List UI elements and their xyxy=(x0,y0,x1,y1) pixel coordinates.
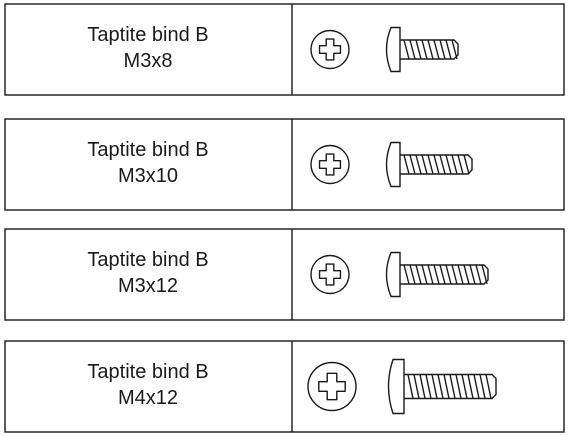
phillips-cross xyxy=(318,372,346,401)
phillips-cross xyxy=(318,38,342,61)
thread-line xyxy=(451,154,458,175)
screw-row: Taptite bind B M3x12 xyxy=(4,228,565,321)
thread-line xyxy=(479,374,486,399)
screw-head-top xyxy=(310,144,350,185)
screw-row: Taptite bind B M3x8 xyxy=(4,3,565,96)
thread-line xyxy=(421,264,428,285)
thread-line xyxy=(427,154,434,175)
phillips-cross xyxy=(318,153,342,176)
thread-line xyxy=(451,264,458,285)
screw-name: Taptite bind B xyxy=(87,361,208,383)
thread-line xyxy=(473,374,480,399)
thread-line xyxy=(437,374,444,399)
screw-head-side xyxy=(385,141,401,188)
thread-line xyxy=(427,264,434,285)
thread-line xyxy=(413,374,420,399)
screw-head-side xyxy=(387,358,405,415)
screw-size: M3x10 xyxy=(118,165,178,187)
thread-line xyxy=(409,154,416,175)
screw-head-top xyxy=(310,29,350,70)
thread-line xyxy=(403,264,410,285)
screw-shaft xyxy=(404,373,497,400)
phillips-cross xyxy=(318,263,342,286)
screw-size: M4x12 xyxy=(118,387,178,409)
thread-line xyxy=(445,154,452,175)
thread-line xyxy=(419,374,426,399)
screw-size: M3x8 xyxy=(124,50,173,72)
row-frame xyxy=(4,118,565,211)
thread-line xyxy=(443,374,450,399)
screw-size: M3x12 xyxy=(118,275,178,297)
thread-line xyxy=(449,374,456,399)
thread-line xyxy=(433,154,440,175)
thread-line xyxy=(427,39,434,60)
thread-line xyxy=(469,264,476,285)
thread-line xyxy=(415,39,422,60)
thread-line xyxy=(463,154,470,175)
screw-name: Taptite bind B xyxy=(87,24,208,46)
thread-line xyxy=(467,374,474,399)
thread-line xyxy=(455,374,462,399)
thread-line xyxy=(409,39,416,60)
thread-line xyxy=(445,39,452,60)
thread-line xyxy=(445,264,452,285)
thread-line xyxy=(409,264,416,285)
thread-line xyxy=(439,264,446,285)
thread-line xyxy=(475,264,482,285)
screw-head-side xyxy=(385,26,401,73)
row-frame xyxy=(4,340,565,433)
thread-line xyxy=(425,374,432,399)
thread-line xyxy=(421,154,428,175)
thread-line xyxy=(415,154,422,175)
thread-line xyxy=(481,264,488,285)
thread-line xyxy=(433,39,440,60)
screw-name: Taptite bind B xyxy=(87,139,208,161)
screw-row: Taptite bind B M3x10 xyxy=(4,118,565,211)
thread-line xyxy=(457,264,464,285)
thread-line xyxy=(463,264,470,285)
row-frame xyxy=(4,3,565,96)
screw-head-side xyxy=(385,251,401,298)
thread-line xyxy=(451,39,458,60)
thread-line xyxy=(403,154,410,175)
thread-line xyxy=(403,39,410,60)
thread-line xyxy=(457,154,464,175)
thread-line xyxy=(431,374,438,399)
screw-head-top xyxy=(310,254,350,295)
thread-line xyxy=(421,39,428,60)
thread-line xyxy=(461,374,468,399)
thread-line xyxy=(439,154,446,175)
row-frame xyxy=(4,228,565,321)
thread-line xyxy=(433,264,440,285)
thread-line xyxy=(415,264,422,285)
thread-line xyxy=(407,374,414,399)
screw-head-top xyxy=(307,361,357,412)
thread-line xyxy=(439,39,446,60)
screw-row: Taptite bind B M4x12 xyxy=(4,340,565,433)
thread-line xyxy=(485,374,492,399)
screw-name: Taptite bind B xyxy=(87,249,208,271)
